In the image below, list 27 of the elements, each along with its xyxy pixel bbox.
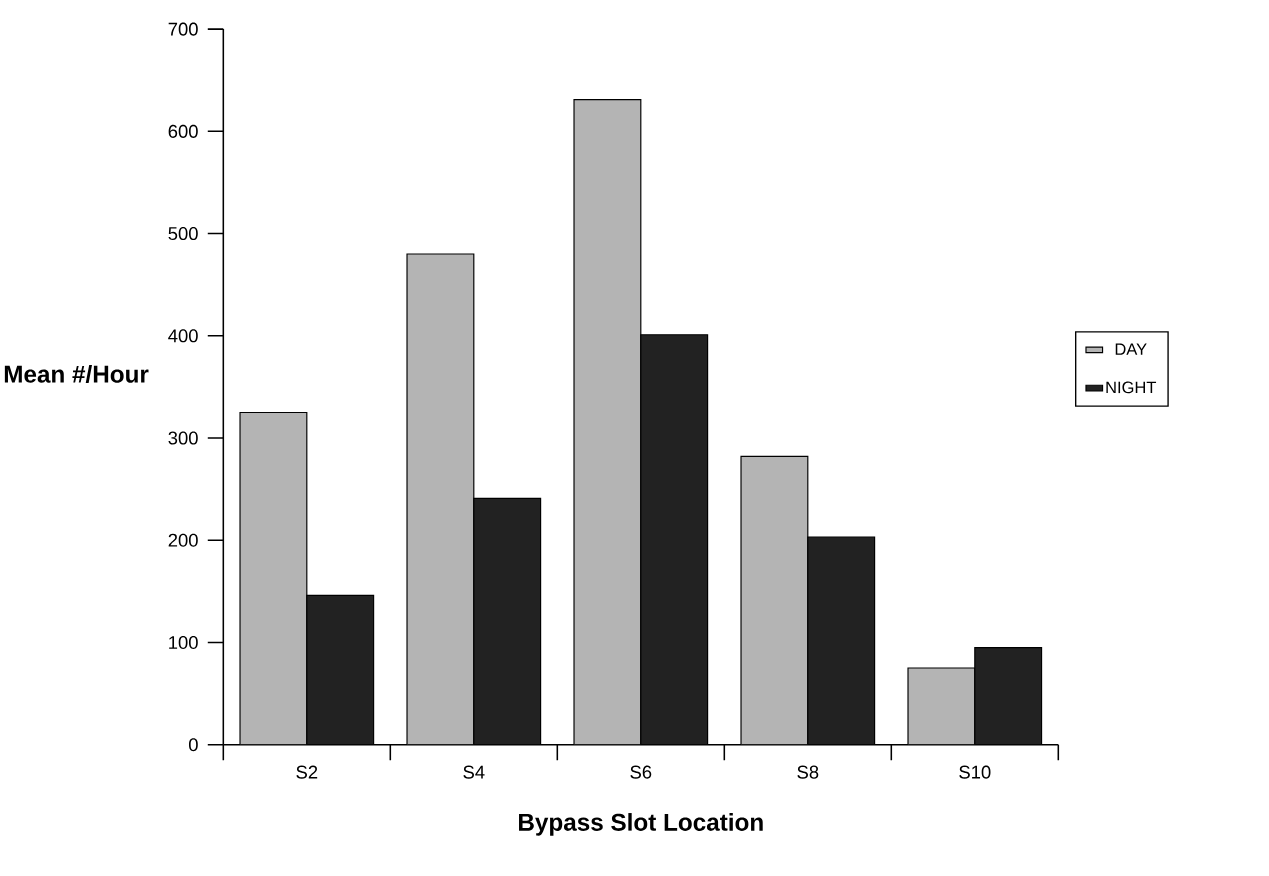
bar — [239, 411, 308, 745]
bar — [974, 647, 1043, 745]
bar — [907, 667, 976, 745]
x-tick-label: S4 — [463, 765, 485, 779]
x-tick-label: S8 — [797, 765, 819, 779]
x-axis-title: Bypass Slot Location — [519, 813, 763, 836]
y-tick-label: 600 — [168, 124, 198, 138]
y-tick-label: 300 — [168, 431, 198, 445]
bar — [306, 594, 375, 745]
bar — [406, 253, 475, 745]
x-tick-label: S2 — [296, 765, 318, 779]
y-tick-label: 400 — [168, 329, 198, 343]
bar — [473, 497, 542, 745]
bar — [807, 536, 876, 745]
y-tick-label: 700 — [168, 22, 198, 36]
bar — [740, 455, 809, 745]
bar — [573, 99, 642, 745]
y-tick-label: 500 — [168, 227, 198, 241]
x-tick-label: S6 — [630, 765, 652, 779]
y-axis-title: Mean #/Hour — [4, 365, 149, 384]
y-tick-label: 0 — [188, 738, 198, 752]
legend-label: NIGHT — [1106, 381, 1157, 394]
y-tick-label: 200 — [168, 533, 198, 547]
legend-label: DAY — [1115, 343, 1147, 355]
y-tick-label: 100 — [169, 636, 198, 650]
x-tick-label: S10 — [959, 765, 991, 779]
bar — [640, 334, 709, 745]
